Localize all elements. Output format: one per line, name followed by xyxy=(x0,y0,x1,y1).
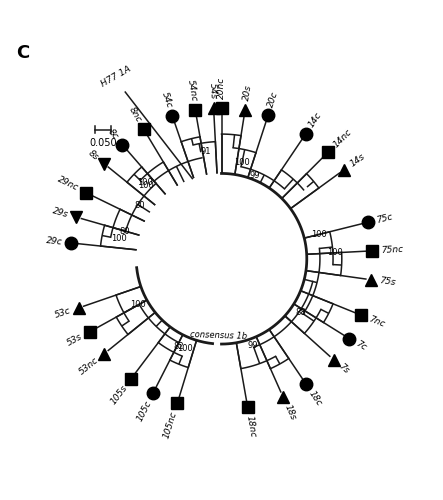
Text: 53c: 53c xyxy=(54,306,72,320)
Text: 75nc: 75nc xyxy=(381,244,404,255)
Text: 18nc: 18nc xyxy=(245,415,257,438)
Text: 100: 100 xyxy=(112,234,127,244)
Text: H77 1A: H77 1A xyxy=(100,64,133,89)
Text: 105s: 105s xyxy=(109,384,129,406)
Text: 100: 100 xyxy=(138,182,154,190)
Text: 7s: 7s xyxy=(337,362,351,376)
Text: 100: 100 xyxy=(177,344,193,354)
Text: 7nc: 7nc xyxy=(368,314,387,329)
Text: 20s: 20s xyxy=(242,84,253,102)
Text: 105nc: 105nc xyxy=(162,410,179,440)
Text: 91: 91 xyxy=(201,147,211,156)
Text: 100: 100 xyxy=(234,158,250,167)
Text: 54s: 54s xyxy=(208,83,218,100)
Text: 99: 99 xyxy=(248,342,258,350)
Text: 0.050: 0.050 xyxy=(89,138,117,147)
Text: 100: 100 xyxy=(327,248,343,258)
Text: 88: 88 xyxy=(295,308,306,316)
Text: 7c: 7c xyxy=(354,340,369,353)
Text: C: C xyxy=(16,44,29,62)
Text: 82: 82 xyxy=(173,342,183,350)
Text: 100: 100 xyxy=(130,300,146,310)
Text: 8c: 8c xyxy=(106,127,120,141)
Text: 99: 99 xyxy=(250,172,260,180)
Text: 53nc: 53nc xyxy=(77,356,100,376)
Text: 53s: 53s xyxy=(66,332,84,348)
Text: 29c: 29c xyxy=(46,236,63,246)
Text: 18s: 18s xyxy=(282,403,297,421)
Text: 75s: 75s xyxy=(379,276,396,287)
Text: 14s: 14s xyxy=(348,152,366,168)
Text: 8s: 8s xyxy=(86,148,100,162)
Text: 14nc: 14nc xyxy=(331,127,354,149)
Text: 75c: 75c xyxy=(375,212,393,224)
Text: 100: 100 xyxy=(311,230,327,239)
Text: 29nc: 29nc xyxy=(56,175,80,193)
Text: consensus 1b: consensus 1b xyxy=(190,330,248,340)
Text: 80: 80 xyxy=(120,226,130,235)
Text: 20nc: 20nc xyxy=(217,77,226,99)
Text: 80: 80 xyxy=(135,202,145,210)
Text: 100: 100 xyxy=(138,178,153,188)
Text: 14c: 14c xyxy=(307,110,324,129)
Text: 54nc: 54nc xyxy=(186,79,198,102)
Text: 29s: 29s xyxy=(51,206,69,219)
Text: 54c: 54c xyxy=(160,90,174,109)
Text: 20c: 20c xyxy=(267,90,280,108)
Text: 8nc: 8nc xyxy=(127,106,143,124)
Text: 18c: 18c xyxy=(307,388,324,407)
Text: 105c: 105c xyxy=(135,399,153,423)
